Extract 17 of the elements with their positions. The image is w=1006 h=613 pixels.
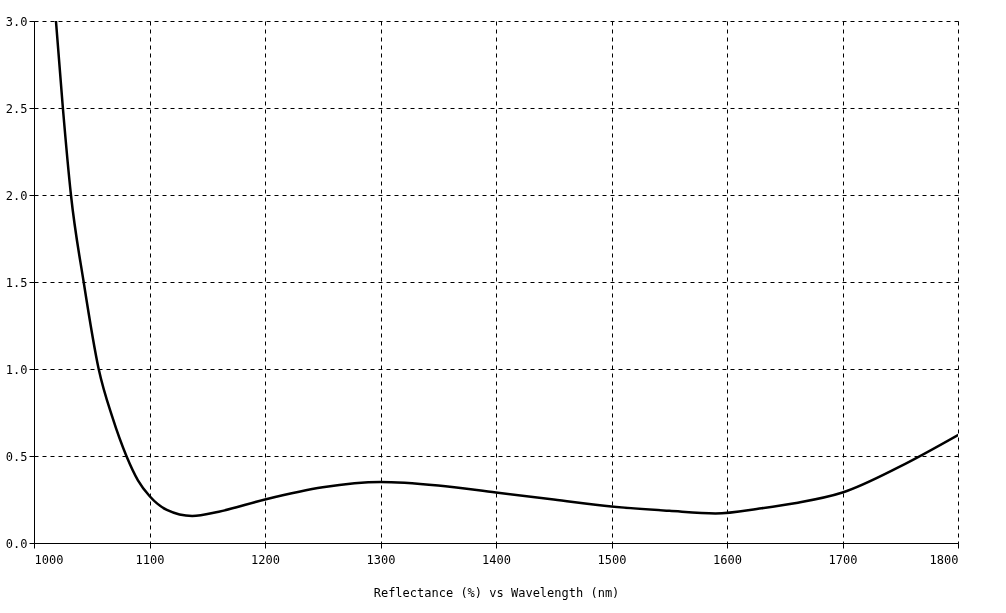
y-tick-label: 2.0 <box>5 188 28 203</box>
y-tick-label: 0.0 <box>5 536 28 551</box>
y-tick-label: 1.0 <box>5 362 28 377</box>
x-tick-label: 1800 <box>929 552 959 567</box>
y-tick-label: 0.5 <box>5 449 28 464</box>
x-tick-label: 1500 <box>597 552 627 567</box>
y-tick-label: 2.5 <box>5 101 28 116</box>
x-tick-label: 1100 <box>135 552 165 567</box>
x-axis-title: Reflectance (%) vs Wavelength (nm) <box>373 585 620 600</box>
x-tick-label: 1700 <box>828 552 858 567</box>
y-tick-label: 3.0 <box>5 14 28 29</box>
x-tick-label: 1200 <box>251 552 280 567</box>
y-tick-label: 1.5 <box>5 275 28 290</box>
x-tick-label: 1400 <box>482 552 511 567</box>
x-tick-label: 1300 <box>366 552 396 567</box>
x-tick-label: 1000 <box>34 552 64 567</box>
x-tick-label: 1600 <box>713 552 742 567</box>
